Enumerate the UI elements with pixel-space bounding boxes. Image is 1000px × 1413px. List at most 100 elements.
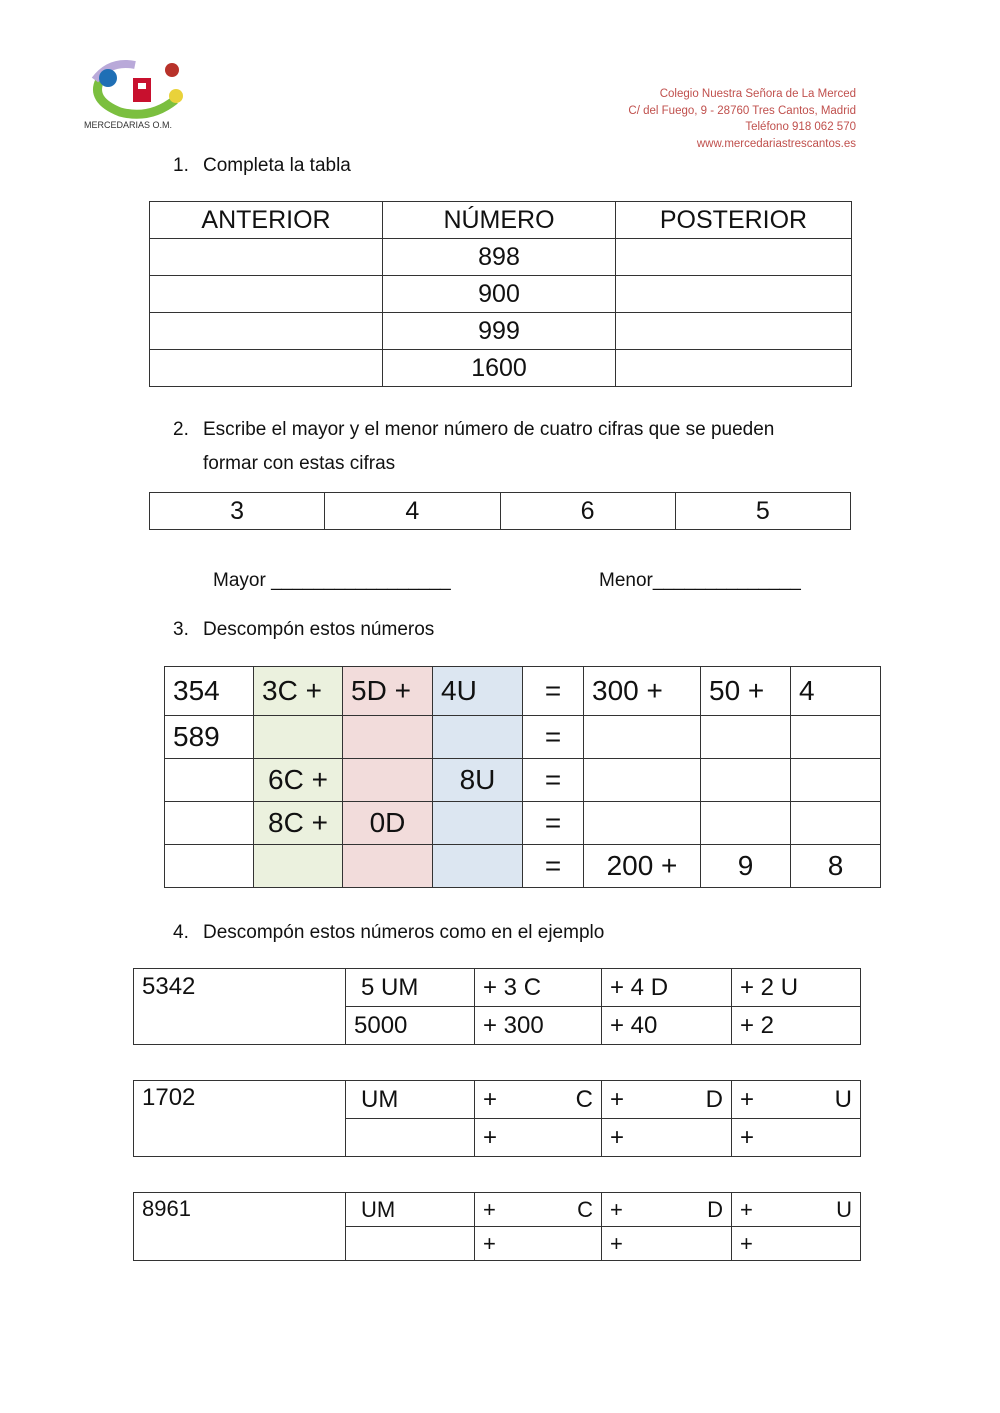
decomposition-cell: 9 <box>700 844 791 888</box>
example-decomposition-table: 5342 5 UM + 3 C + 4 D + 2 U 5000 + 300 + 40 + … <box>133 968 861 1045</box>
table-row: 589 = <box>164 715 881 759</box>
c-cell[interactable]: + C <box>474 1192 602 1227</box>
answer-cell[interactable] <box>790 801 881 845</box>
answer-cell[interactable] <box>790 758 881 802</box>
answer-cell[interactable] <box>149 238 383 276</box>
decomposition-cell: 8 <box>790 844 881 888</box>
header-cell: POSTERIOR <box>615 201 852 239</box>
answer-cell[interactable] <box>700 801 791 845</box>
answer-cell[interactable] <box>432 801 523 845</box>
cell: 5 UM <box>345 968 475 1007</box>
digit-cell: 3 <box>148 492 326 530</box>
answer-cell[interactable] <box>253 715 343 759</box>
answer-cell[interactable] <box>345 1226 475 1261</box>
header-cell: NÚMERO <box>382 201 616 239</box>
answer-cell[interactable]: + <box>731 1226 861 1261</box>
answer-cell[interactable]: + <box>731 1118 861 1157</box>
mayor-answer-line[interactable]: Mayor _________________ <box>213 570 451 591</box>
menor-answer-line[interactable]: Menor______________ <box>599 570 801 591</box>
answer-cell[interactable] <box>700 715 791 759</box>
cell: + 300 <box>474 1006 602 1045</box>
answer-cell[interactable] <box>149 349 383 387</box>
cell: 5000 <box>345 1006 475 1045</box>
cell: + 2 <box>731 1006 861 1045</box>
d-cell[interactable]: + D <box>601 1192 732 1227</box>
table-row: 8C +0D = <box>164 801 881 845</box>
question-2: 2. Escribe el mayor y el menor número de … <box>173 419 775 474</box>
answer-cell[interactable] <box>253 844 343 888</box>
u-cell[interactable]: + U <box>731 1080 861 1119</box>
u-cell[interactable]: + U <box>731 1192 861 1227</box>
cell: + 4 D <box>601 968 732 1007</box>
answer-cell[interactable] <box>615 349 852 387</box>
table-row: 354 3C +5D +4U = 300 +50 +4 <box>164 666 881 716</box>
answer-cell[interactable] <box>432 715 523 759</box>
school-header: Colegio Nuestra Señora de La Merced C/ d… <box>628 86 856 152</box>
table-row: 6C + 8U = <box>164 758 881 802</box>
answer-cell[interactable] <box>342 758 433 802</box>
answer-cell[interactable]: + <box>601 1226 732 1261</box>
answer-cell[interactable] <box>149 275 383 313</box>
answer-cell[interactable] <box>615 312 852 350</box>
c-cell[interactable]: + C <box>474 1080 602 1119</box>
decomposition-cell: 8U <box>432 758 523 802</box>
answer-cell[interactable]: + <box>601 1118 732 1157</box>
answer-cell[interactable] <box>149 312 383 350</box>
school-phone: Teléfono 918 062 570 <box>745 121 856 133</box>
decomposition-cell: 4 <box>790 666 881 716</box>
um-cell[interactable]: UM <box>345 1192 475 1227</box>
answer-cell[interactable] <box>164 844 254 888</box>
answer-cell[interactable] <box>164 801 254 845</box>
answer-cell[interactable] <box>583 758 701 802</box>
decomposition-cell: 300 + <box>583 666 701 716</box>
answer-cell[interactable] <box>164 758 254 802</box>
number-cell: 999 <box>382 312 616 350</box>
answer-cell[interactable]: + <box>474 1226 602 1261</box>
decomposition-cell: 3C + <box>253 666 343 716</box>
decomposition-table: 354 3C +5D +4U = 300 +50 +4 589 = 6C +8U = 8C +0… <box>164 666 881 888</box>
answer-cell[interactable] <box>345 1118 475 1157</box>
school-address: C/ del Fuego, 9 - 28760 Tres Cantos, Mad… <box>628 104 856 117</box>
table-row: 900 <box>149 275 852 313</box>
answer-cell[interactable] <box>342 844 433 888</box>
answer-cell[interactable]: + <box>474 1118 602 1157</box>
answer-cell[interactable] <box>700 758 791 802</box>
answer-cell[interactable] <box>342 715 433 759</box>
table-row: 1600 <box>149 349 852 387</box>
digit-cell: 5 <box>674 492 852 530</box>
answer-cell[interactable] <box>790 715 881 759</box>
question-3: 3. Descompón estos números <box>173 619 435 640</box>
cell: + 40 <box>601 1006 732 1045</box>
number-cell: 5342 <box>133 968 346 1045</box>
school-name: Colegio Nuestra Señora de La Merced <box>659 88 856 100</box>
question-1: 1. Completa la tabla <box>173 155 351 176</box>
digit-cell: 4 <box>324 492 501 530</box>
decomposition-cell: 5D + <box>342 666 433 716</box>
answer-cell[interactable] <box>615 275 852 313</box>
cell: + 2 U <box>731 968 861 1007</box>
decomposition-cell: = <box>522 715 584 759</box>
answer-cell[interactable] <box>583 801 701 845</box>
school-logo: MERCEDARIAS O.M. <box>80 40 200 132</box>
answer-cell[interactable] <box>432 844 523 888</box>
svg-text:MERCEDARIAS O.M.: MERCEDARIAS O.M. <box>84 120 172 130</box>
number-cell: 1600 <box>382 349 616 387</box>
decomposition-cell: = <box>522 801 584 845</box>
table-row: 898 <box>149 238 852 276</box>
d-cell[interactable]: + D <box>601 1080 732 1119</box>
cell: + 3 C <box>474 968 602 1007</box>
decomposition-cell: 589 <box>164 715 254 759</box>
decomposition-cell: 0D <box>342 801 433 845</box>
header-cell: ANTERIOR <box>149 201 383 239</box>
decomposition-task-table: 8961 UM + C + D + U + + + <box>133 1192 861 1261</box>
answer-cell[interactable] <box>583 715 701 759</box>
digit-cell: 6 <box>499 492 676 530</box>
table-row: 999 <box>149 312 852 350</box>
um-cell[interactable]: UM <box>345 1080 475 1119</box>
answer-cell[interactable] <box>615 238 852 276</box>
decomposition-cell: 50 + <box>700 666 791 716</box>
number-cell: 1702 <box>133 1080 346 1157</box>
number-cell: 900 <box>382 275 616 313</box>
